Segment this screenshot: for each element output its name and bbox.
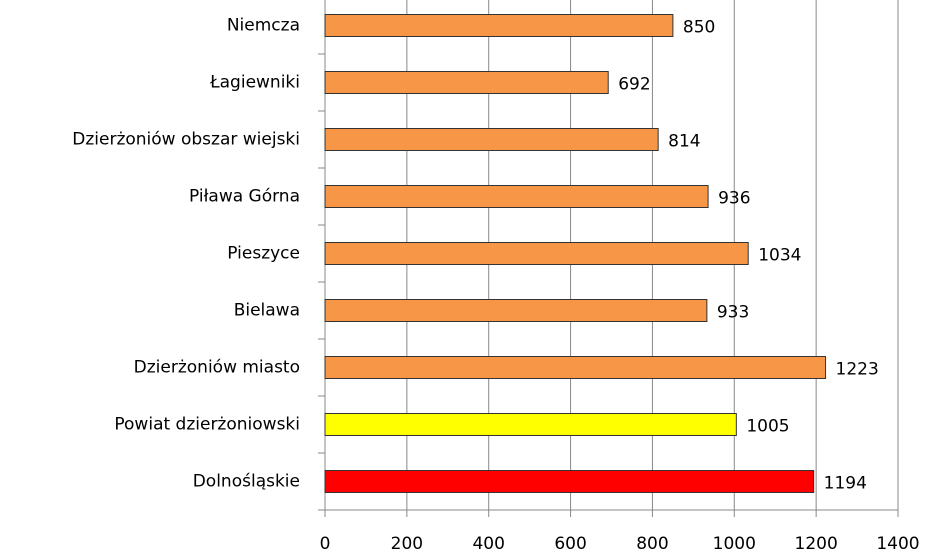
y-tick-label: Dzierżoniów miasto	[134, 358, 300, 378]
x-tick-label: 1400	[876, 534, 919, 552]
data-label: 1223	[836, 360, 879, 380]
y-tick-label: Łagiewniki	[209, 73, 300, 93]
data-label: 1194	[824, 474, 867, 494]
data-label: 933	[717, 303, 749, 323]
x-tick-label: 200	[391, 534, 423, 552]
y-tick-label: Piława Górna	[189, 187, 300, 207]
x-tick-label: 400	[472, 534, 504, 552]
y-tick-label: Niemcza	[227, 16, 300, 36]
bar	[324, 299, 708, 322]
y-tick-label: Powiat dzierżoniowski	[114, 415, 300, 435]
x-tick-label: 1000	[713, 534, 756, 552]
y-tick-label: Bielawa	[234, 301, 300, 321]
x-tick-label: 800	[636, 534, 668, 552]
bar	[324, 242, 749, 265]
x-tick-label: 0	[320, 534, 331, 552]
data-label: 936	[718, 189, 750, 209]
bar	[324, 14, 674, 37]
data-label: 850	[683, 18, 715, 38]
data-label: 814	[668, 132, 700, 152]
data-label: 692	[618, 75, 650, 95]
bar	[324, 128, 659, 151]
data-label: 1034	[758, 246, 801, 266]
x-tick-label: 600	[554, 534, 586, 552]
bar	[324, 185, 709, 208]
bar	[324, 71, 609, 94]
y-tick-label: Pieszyce	[227, 244, 300, 264]
bar	[324, 413, 737, 436]
data-label: 1005	[746, 417, 789, 437]
y-tick-label: Dzierżoniów obszar wiejski	[72, 130, 300, 150]
bar	[324, 356, 827, 379]
x-tick-label: 1200	[795, 534, 838, 552]
y-tick-label: Dolnośląskie	[193, 472, 300, 492]
bar	[324, 470, 815, 493]
